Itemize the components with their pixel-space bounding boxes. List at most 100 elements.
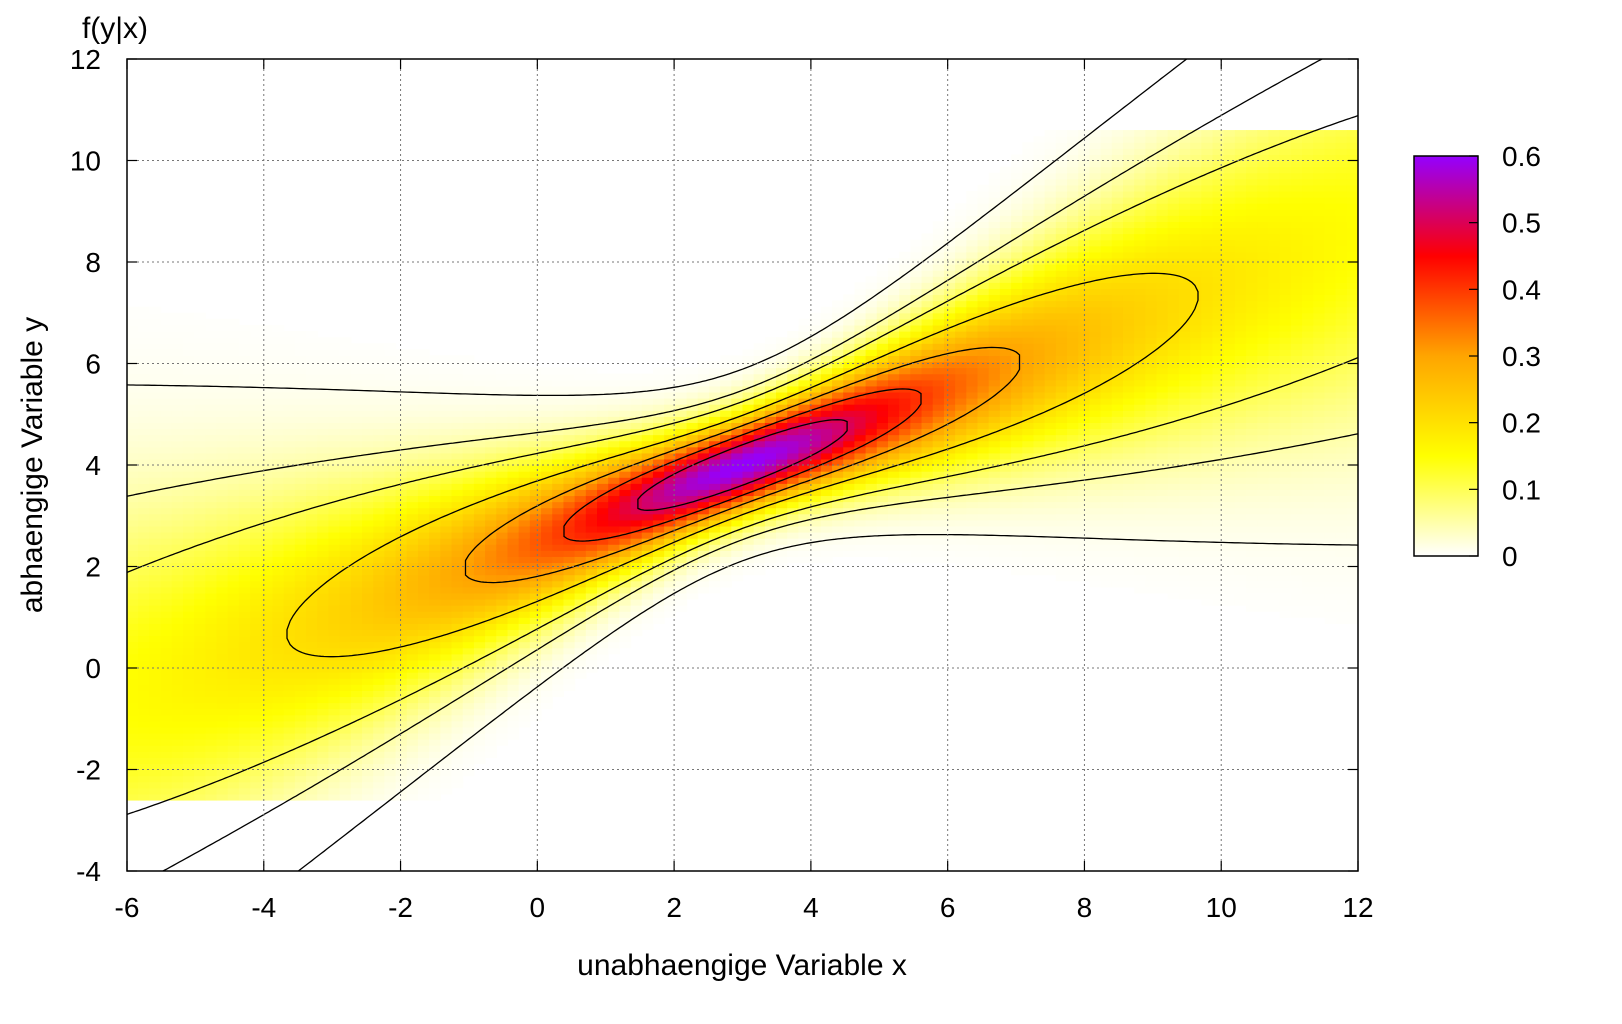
heatmap-cell [932,288,945,296]
heatmap-cell [485,678,497,685]
heatmap-cell [910,404,923,411]
heatmap-cell [328,623,341,631]
heatmap-cell [227,562,240,570]
heatmap-cell [171,617,184,624]
heatmap-cell [384,769,397,777]
heatmap-cell [440,477,453,484]
heatmap-cell [294,422,307,430]
heatmap-cell [194,318,206,326]
heatmap-cell [373,598,385,606]
heatmap-cell [205,751,218,758]
heatmap-cell [294,751,307,758]
heatmap-cell [854,465,867,472]
heatmap-cell [999,343,1012,350]
heatmap-cell [328,355,341,363]
heatmap-cell [272,501,285,509]
heatmap-cell [619,531,632,539]
heatmap-cell [943,525,956,533]
heatmap-cell [306,678,318,685]
heatmap-cell [597,519,609,527]
heatmap-cell [373,410,385,417]
heatmap-cell [272,513,285,521]
heatmap-cell [205,617,218,624]
heatmap-cell [238,611,251,618]
heatmap-cell [451,775,464,783]
heatmap-cell [742,398,755,405]
heatmap-cell [406,501,419,509]
heatmap-cell [317,605,330,612]
heatmap-cell [227,519,240,527]
heatmap-cell [205,653,218,661]
heatmap-cell [205,629,218,637]
heatmap-cell [373,379,385,387]
heatmap-cell [149,318,162,326]
heatmap-cell [261,446,274,454]
heatmap-cell [328,629,341,637]
heatmap-cell [462,367,475,375]
heatmap-cell [238,324,251,332]
heatmap-cell [317,665,330,673]
heatmap-cell [160,440,173,448]
heatmap-cell [429,739,441,746]
heatmap-cell [619,501,632,509]
heatmap-cell [238,434,251,442]
heatmap-cell [417,598,430,606]
heatmap-cell [384,562,397,570]
heatmap-cell [921,410,934,417]
heatmap-cell [149,367,162,375]
heatmap-cell [127,696,139,704]
heatmap-cell [507,501,520,509]
heatmap-cell [373,732,385,740]
heatmap-cell [574,659,587,667]
heatmap-cell [362,477,374,484]
heatmap-cell [507,696,520,704]
heatmap-cell [250,653,262,661]
heatmap-cell [507,434,520,442]
heatmap-cell [899,282,911,289]
heatmap-cell [261,611,274,618]
heatmap-cell [518,672,531,679]
heatmap-cell [597,538,609,545]
heatmap-cell [362,793,374,801]
heatmap-cell [608,647,620,655]
heatmap-cell [272,745,285,752]
heatmap-cell [317,617,330,624]
heatmap-cell [171,373,184,381]
heatmap-cell [776,361,788,369]
heatmap-cell [473,556,486,564]
heatmap-cell [708,458,721,466]
heatmap-cell [194,751,206,758]
heatmap-cell [261,391,274,399]
heatmap-cell [697,483,710,490]
heatmap-cell [373,653,385,661]
heatmap-cell [686,489,699,497]
heatmap-cell [373,586,385,594]
heatmap-cell [182,678,195,685]
heatmap-cell [529,665,542,673]
heatmap-cell [485,586,497,594]
heatmap-cell [865,446,878,454]
heatmap-cell [865,550,878,557]
heatmap-cell [406,465,419,472]
heatmap-cell [272,507,285,515]
heatmap-cell [306,550,318,557]
heatmap-cell [205,562,218,570]
heatmap-cell [832,513,844,521]
heatmap-cell [641,440,654,448]
heatmap-cell [955,209,967,216]
heatmap-cell [608,379,620,387]
heatmap-cell [328,568,341,576]
heatmap-cell [350,398,363,405]
heatmap-cell [138,611,150,618]
heatmap-cell [574,410,587,417]
heatmap-cell [171,422,184,430]
heatmap-cell [362,745,374,752]
heatmap-cell [496,483,509,490]
heatmap-cell [171,568,184,576]
heatmap-cell [462,598,475,606]
heatmap-cell [149,531,162,539]
heatmap-cell [1033,477,1046,484]
heatmap-cell [294,446,307,454]
heatmap-cell [261,452,274,460]
heatmap-cell [440,495,453,503]
